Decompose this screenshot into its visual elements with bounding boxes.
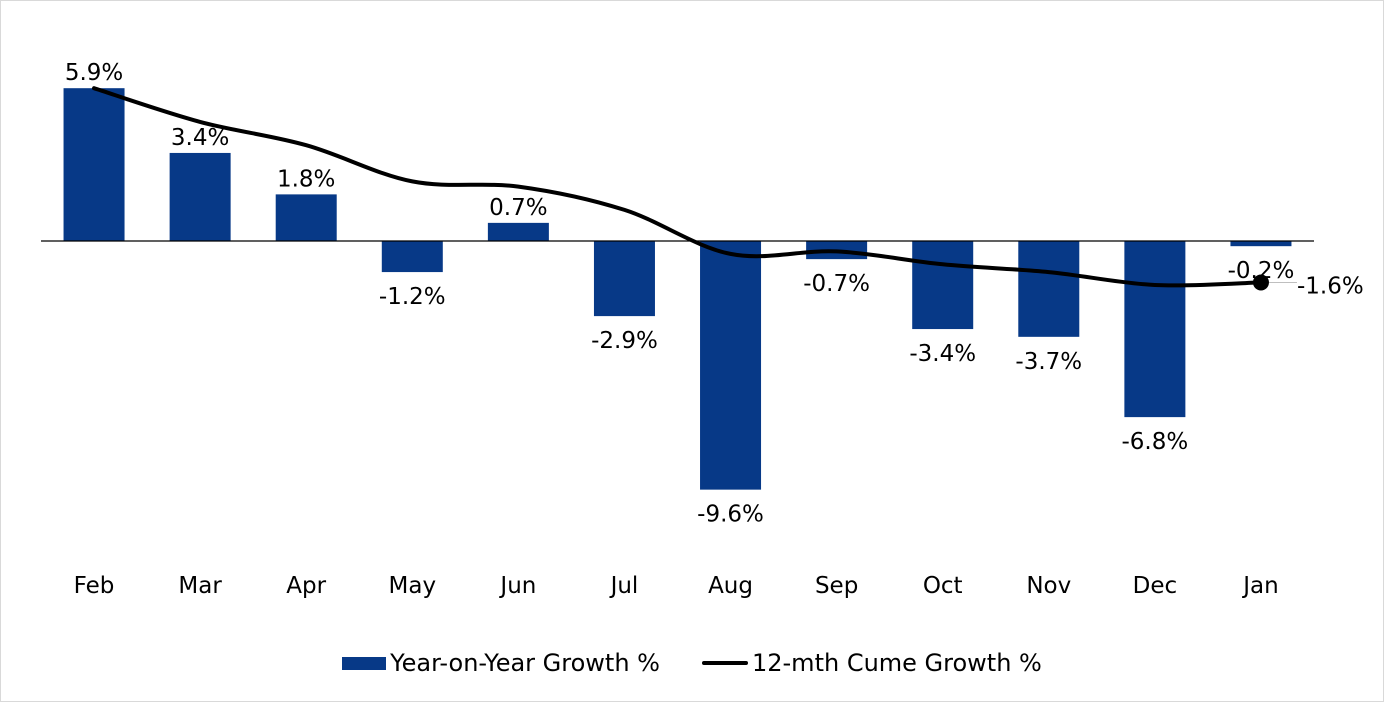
x-tick-label-aug: Aug [708, 573, 753, 599]
bar-label-may: -1.2% [379, 284, 446, 310]
bar-aug [700, 241, 762, 490]
x-tick-label-may: May [389, 573, 437, 599]
x-tick-label-feb: Feb [74, 573, 115, 599]
x-tick-label-nov: Nov [1026, 573, 1071, 599]
x-tick-label-jul: Jul [609, 573, 639, 599]
bar-label-jan: -0.2% [1228, 258, 1295, 284]
legend-swatch-line [701, 661, 748, 665]
bar-label-feb: 5.9% [65, 60, 123, 86]
x-tick-label-oct: Oct [923, 573, 963, 599]
bar-label-nov: -3.7% [1015, 349, 1082, 375]
x-tick-label-apr: Apr [286, 573, 326, 599]
legend-label-line: 12-mth Cume Growth % [751, 649, 1042, 677]
legend: Year-on-Year Growth % 12-mth Cume Growth… [1, 649, 1383, 677]
bar-label-apr: 1.8% [277, 166, 335, 192]
bar-jun [487, 222, 549, 241]
bar-jan [1230, 241, 1292, 247]
bar-label-jul: -2.9% [591, 328, 658, 354]
x-tick-label-jan: Jan [1241, 573, 1278, 599]
x-tick-label-jun: Jun [498, 573, 536, 599]
cume-growth-point-jan [1252, 274, 1269, 291]
bar-jul [593, 241, 655, 317]
cume-growth-line [92, 86, 1263, 288]
cume-growth-label-jan: -1.6% [1297, 273, 1364, 299]
bar-label-aug: -9.6% [697, 502, 764, 528]
legend-item-line: 12-mth Cume Growth % [701, 649, 1042, 677]
bar-oct [912, 241, 974, 330]
bar-dec [1124, 241, 1186, 418]
bar-apr [275, 194, 337, 241]
bar-label-sep: -0.7% [803, 271, 870, 297]
x-tick-label-sep: Sep [815, 573, 858, 599]
x-tick-label-mar: Mar [178, 573, 222, 599]
legend-swatch-bar [342, 656, 387, 670]
legend-label-bars: Year-on-Year Growth % [390, 649, 660, 677]
bar-nov [1018, 241, 1080, 337]
legend-item-bars: Year-on-Year Growth % [342, 649, 660, 677]
bar-label-mar: 3.4% [171, 125, 229, 151]
bar-mar [169, 152, 231, 241]
bar-label-oct: -3.4% [909, 341, 976, 367]
bar-may [381, 241, 443, 273]
bar-label-jun: 0.7% [489, 195, 547, 221]
combo-chart: -1.6% 5.9% 3.4% 1.8% -1.2% 0.7% -2.9% -9.6% -0.7… [41, 60, 1364, 599]
bar-feb [63, 88, 125, 241]
bar-label-dec: -6.8% [1122, 429, 1189, 455]
x-tick-label-dec: Dec [1133, 573, 1178, 599]
